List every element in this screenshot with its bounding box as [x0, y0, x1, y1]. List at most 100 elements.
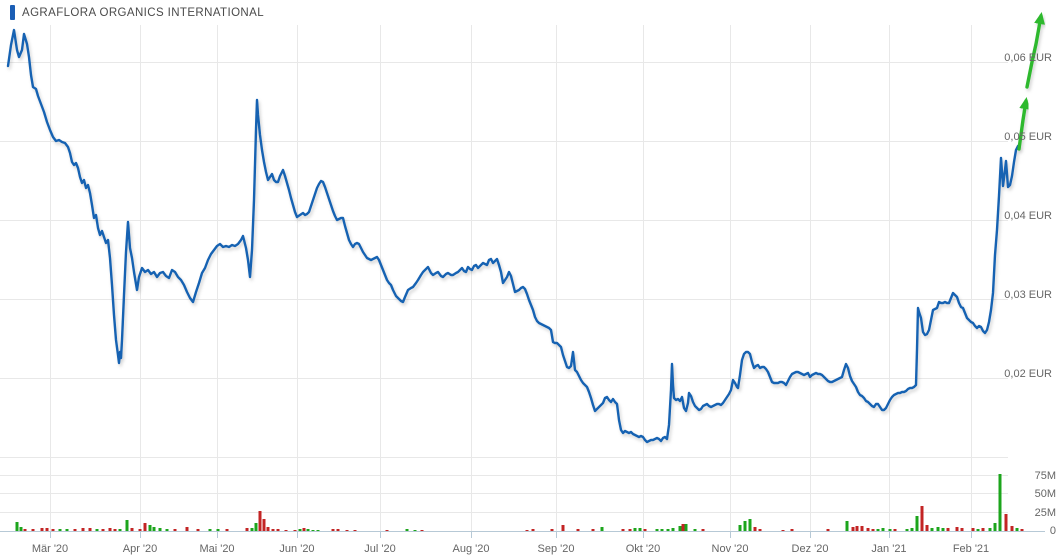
volume-bar: [621, 529, 625, 531]
volume-bar: [758, 529, 762, 531]
volume-bar: [561, 525, 565, 531]
volume-bar: [628, 529, 632, 531]
price-axis-label: 0,06 EUR: [1004, 52, 1052, 64]
volume-bar: [655, 529, 659, 531]
volume-bar: [881, 528, 885, 531]
volume-bar: [208, 529, 212, 531]
volume-bar: [1010, 526, 1014, 531]
volume-bar: [225, 529, 229, 531]
volume-bar: [353, 530, 357, 531]
volume-bar: [258, 511, 262, 531]
volume-bar: [976, 529, 980, 531]
volume-bar: [860, 526, 864, 531]
volume-bar: [331, 529, 335, 531]
volume-bar: [173, 529, 177, 531]
chart-title: AGRAFLORA ORGANICS INTERNATIONAL: [22, 6, 264, 19]
volume-bar: [666, 529, 670, 531]
volume-bar: [108, 528, 112, 531]
volume-bar: [138, 529, 142, 531]
volume-bar: [81, 528, 85, 531]
chart-header: AGRAFLORA ORGANICS INTERNATIONAL: [10, 5, 264, 20]
volume-bar: [660, 529, 664, 531]
volume-bar: [143, 523, 147, 531]
volume-bar: [1020, 529, 1024, 531]
volume-bar: [905, 529, 909, 531]
volume-bar: [591, 529, 595, 531]
volume-bar: [148, 525, 152, 531]
volume-bar: [681, 524, 685, 531]
volume-bar: [113, 529, 117, 531]
volume-bar: [51, 529, 55, 531]
volume-bar: [165, 529, 169, 531]
volume-bar: [936, 527, 940, 531]
x-axis-label: Jan '21: [871, 543, 906, 555]
volume-bar: [276, 529, 280, 531]
volume-bar: [851, 527, 855, 531]
volume-bar: [893, 529, 897, 531]
volume-bar: [930, 528, 934, 531]
volume-bar: [245, 528, 249, 531]
volume-bar: [266, 527, 270, 531]
volume-bar: [748, 519, 752, 531]
volume-bar: [941, 528, 945, 531]
volume-bar: [693, 529, 697, 531]
volume-axis-label: 50M: [1035, 488, 1056, 500]
volume-bar: [316, 530, 320, 531]
x-axis-label: Mär '20: [32, 543, 68, 555]
volume-bar: [684, 524, 688, 531]
volume-bar: [125, 520, 129, 531]
x-axis-label: Apr '20: [123, 543, 158, 555]
volume-bar: [1004, 514, 1008, 531]
axis-layer: [0, 531, 1045, 538]
volume-bar: [385, 530, 389, 531]
volume-bar: [152, 527, 156, 531]
volume-bar: [298, 529, 302, 531]
x-axis-label: Okt '20: [626, 543, 661, 555]
volume-bar: [955, 527, 959, 531]
volume-bar: [58, 529, 62, 531]
volume-axis-label: 75M: [1035, 470, 1056, 482]
volume-bar: [254, 523, 258, 531]
volume-bar: [31, 529, 35, 531]
volume-bar: [405, 529, 409, 531]
volume-bar: [311, 530, 315, 531]
volume-bar: [855, 526, 859, 531]
volume-bar: [915, 516, 919, 531]
volume-bar: [262, 519, 266, 531]
price-axis-label: 0,04 EUR: [1004, 210, 1052, 222]
volume-bar: [910, 528, 914, 531]
volume-bar: [95, 529, 99, 531]
volume-bar: [671, 528, 675, 531]
volume-bar: [576, 529, 580, 531]
volume-bar: [925, 525, 929, 531]
volume-bar: [866, 528, 870, 531]
volume-bar: [271, 529, 275, 531]
x-axis-label: Nov '20: [712, 543, 749, 555]
gridlines-layer: [0, 25, 1008, 531]
price-line: [6, 28, 1020, 444]
volume-bar: [753, 527, 757, 531]
trend-arrow: [1017, 97, 1031, 151]
volume-bar: [781, 530, 785, 531]
volume-bar: [293, 530, 297, 531]
volume-bar: [946, 528, 950, 531]
x-axis-label: Feb '21: [953, 543, 989, 555]
volume-bar: [101, 529, 105, 531]
volume-bar: [40, 528, 44, 531]
volume-bar: [550, 529, 554, 531]
volume-bar: [960, 528, 964, 531]
volume-bar: [345, 530, 349, 531]
volume-bar: [413, 530, 417, 531]
title-marker-icon: [10, 5, 15, 20]
volume-bar: [876, 529, 880, 531]
volume-bar: [525, 530, 529, 531]
volume-bar: [284, 530, 288, 531]
volume-bar: [118, 529, 122, 531]
volume-bars-layer: [15, 474, 1024, 531]
volume-bar: [65, 529, 69, 531]
x-axis-label: Jun '20: [279, 543, 314, 555]
volume-bar: [23, 529, 27, 531]
volume-bar: [19, 527, 23, 531]
volume-bar: [158, 528, 162, 531]
